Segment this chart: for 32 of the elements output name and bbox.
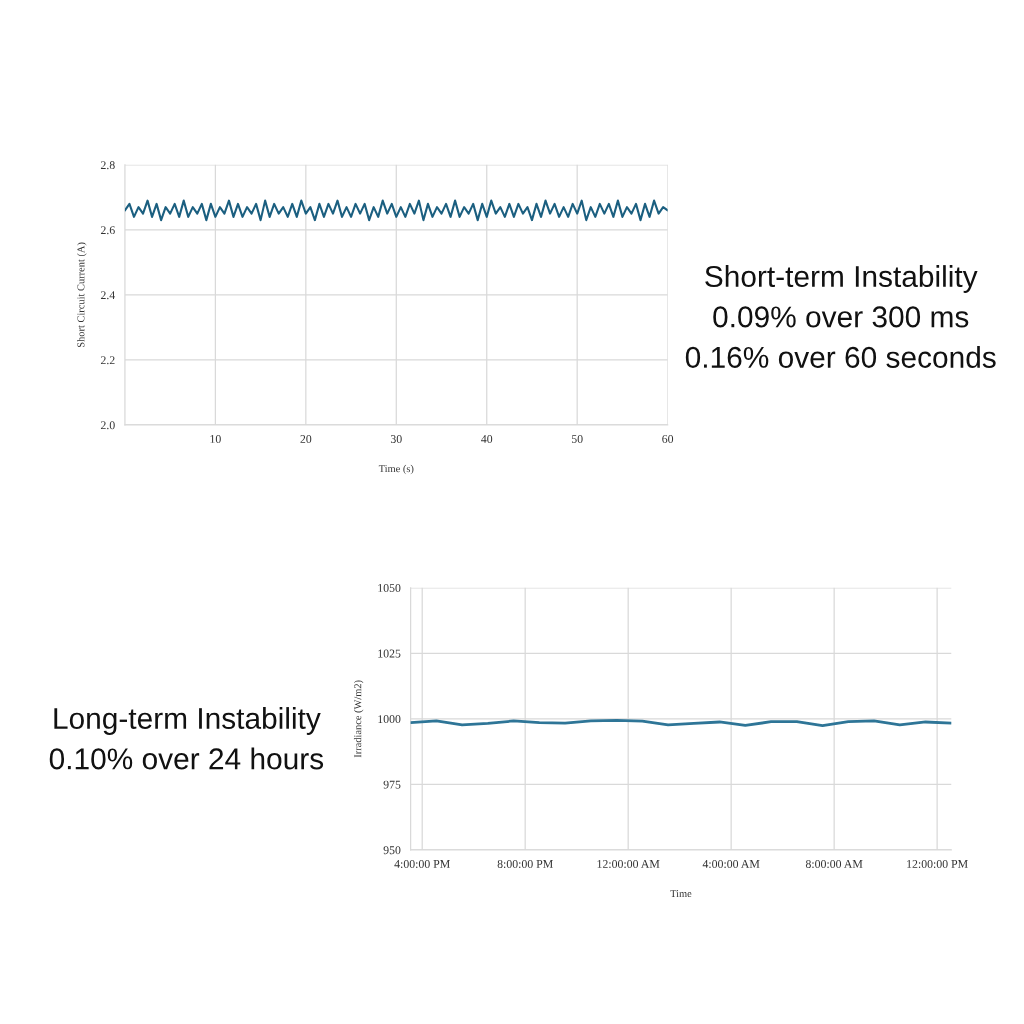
text: Long-term Instability	[54, 707, 321, 735]
y-tick-label: 975	[383, 780, 401, 789]
y-axis-title: Short Circuit Current (A)	[77, 242, 87, 348]
y-tick-label: 2.4	[100, 291, 116, 300]
y-tick-label: 1000	[378, 715, 401, 724]
x-tick-label: 4:00:00 AM	[702, 859, 760, 868]
y-tick-label: 1025	[378, 649, 401, 658]
y-tick-label: 2.2	[100, 356, 115, 365]
x-tick-label: 4:00:00 PM	[394, 859, 450, 868]
text: 0.09% over 300 ms	[713, 306, 969, 328]
x-tick-label: 40	[481, 435, 493, 443]
x-axis-title: Time	[670, 890, 692, 898]
x-axis-title: Time (s)	[378, 464, 414, 475]
x-tick-label: 50	[571, 435, 583, 443]
x-tick-label: 20	[300, 435, 312, 443]
x-tick-label: 8:00:00 AM	[805, 859, 863, 868]
y-axis-title: Irradiance (W/m2)	[353, 680, 364, 758]
y-tick-label: 2.8	[100, 161, 115, 170]
y-tick-label: 2.0	[100, 421, 115, 430]
x-tick-label: 60	[662, 435, 674, 443]
x-tick-label: 10	[210, 435, 221, 443]
x-tick-label: 8:00:00 PM	[497, 859, 553, 868]
y-tick-label: 1050	[378, 584, 401, 592]
text: 0.16% over 60 seconds	[685, 346, 996, 368]
y-tick-label: 950	[383, 846, 401, 855]
text: 0.10% over 24 hours	[49, 747, 324, 770]
text: Short-term Instability	[705, 265, 978, 293]
x-tick-label: 30	[390, 435, 402, 443]
y-tick-label: 2.6	[100, 226, 115, 235]
x-tick-label: 12:00:00 PM	[907, 859, 968, 868]
x-tick-label: 12:00:00 AM	[597, 859, 660, 868]
line-series	[124, 199, 668, 222]
